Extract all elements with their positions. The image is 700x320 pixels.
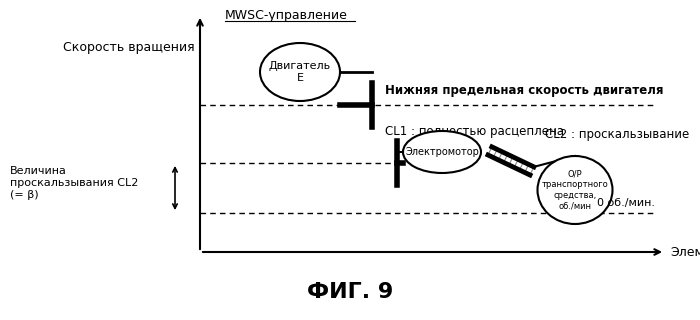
Text: Элемент: Элемент bbox=[670, 245, 700, 259]
Ellipse shape bbox=[403, 131, 481, 173]
Text: 0 об./мин.: 0 об./мин. bbox=[597, 198, 655, 208]
Text: ФИГ. 9: ФИГ. 9 bbox=[307, 282, 393, 302]
Text: MWSC-управление: MWSC-управление bbox=[225, 9, 348, 22]
Text: Двигатель
E: Двигатель E bbox=[269, 61, 331, 83]
Text: CL1 : полностью расцеплена: CL1 : полностью расцеплена bbox=[385, 125, 564, 139]
Text: CL2 : проскальзывание: CL2 : проскальзывание bbox=[545, 128, 690, 141]
Ellipse shape bbox=[260, 43, 340, 101]
Ellipse shape bbox=[538, 156, 612, 224]
Text: Величина
проскальзывания CL2
(= β): Величина проскальзывания CL2 (= β) bbox=[10, 166, 139, 200]
Text: Скорость вращения: Скорость вращения bbox=[64, 42, 195, 54]
Text: О/Р
транспортного
средства,
об./мин: О/Р транспортного средства, об./мин bbox=[542, 170, 608, 210]
Text: Электромотор: Электромотор bbox=[405, 147, 479, 157]
Text: Нижняя предельная скорость двигателя: Нижняя предельная скорость двигателя bbox=[385, 84, 664, 97]
